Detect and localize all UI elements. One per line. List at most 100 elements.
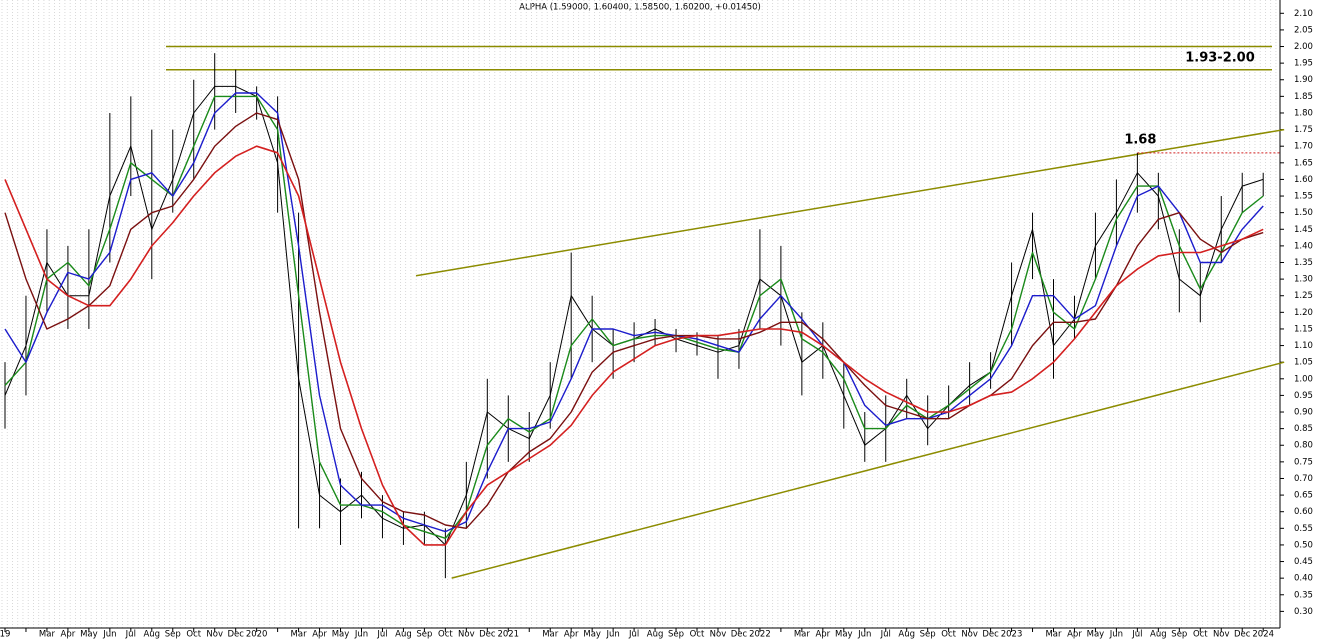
y-tick-label: 1.55 bbox=[1294, 192, 1313, 202]
x-tick-label: Dec bbox=[1234, 630, 1251, 640]
x-tick-label: Jul bbox=[376, 630, 387, 640]
x-tick-label: Apr bbox=[312, 630, 327, 640]
x-tick-label: Apr bbox=[815, 630, 830, 640]
y-tick-label: 0.80 bbox=[1294, 441, 1313, 451]
y-tick-label: 1.80 bbox=[1294, 108, 1313, 118]
y-tick-label: 1.75 bbox=[1294, 125, 1313, 135]
x-tick-label: Mar bbox=[1045, 630, 1062, 640]
x-tick-label: Apr bbox=[564, 630, 579, 640]
y-tick-label: 1.40 bbox=[1294, 241, 1313, 251]
y-tick-label: 1.90 bbox=[1294, 75, 1313, 85]
y-tick-label: 0.85 bbox=[1294, 424, 1313, 434]
x-tick-label: Sep bbox=[416, 630, 432, 640]
y-tick-label: 1.15 bbox=[1294, 324, 1313, 334]
x-tick-label: Mar bbox=[794, 630, 811, 640]
y-tick-label: 1.70 bbox=[1294, 142, 1313, 152]
chart-title: ALPHA (1.59000, 1.60400, 1.58500, 1.6020… bbox=[519, 3, 761, 13]
x-tick-label: Sep bbox=[1171, 630, 1187, 640]
y-tick-label: 0.95 bbox=[1294, 391, 1313, 401]
y-tick-label: 1.95 bbox=[1294, 59, 1313, 69]
x-tick-label: Jun bbox=[354, 630, 368, 640]
y-tick-label: 1.25 bbox=[1294, 291, 1313, 301]
x-tick-label: May bbox=[1087, 630, 1105, 640]
x-tick-label: Aug bbox=[143, 630, 160, 640]
y-tick-label: 0.65 bbox=[1294, 491, 1313, 501]
moving-average bbox=[4, 145, 1264, 546]
x-tick-label: Dec bbox=[731, 630, 748, 640]
x-tick-label: Oct bbox=[186, 630, 201, 640]
x-tick-label: 2020 bbox=[246, 630, 268, 640]
x-tick-label: Jun bbox=[1109, 630, 1123, 640]
annotation: 1.68 bbox=[1124, 132, 1156, 147]
x-tick-label: May bbox=[835, 630, 853, 640]
x-tick-label: Jun bbox=[605, 630, 619, 640]
trendline bbox=[451, 361, 1285, 579]
y-tick-label: 0.35 bbox=[1294, 590, 1313, 600]
y-tick-label: 1.20 bbox=[1294, 308, 1313, 318]
x-tick-label: Jul bbox=[628, 630, 639, 640]
y-tick-label: 0.45 bbox=[1294, 557, 1313, 567]
x-tick-label: Oct bbox=[690, 630, 705, 640]
y-tick-label: 1.30 bbox=[1294, 275, 1313, 285]
y-tick-label: 0.50 bbox=[1294, 540, 1313, 550]
x-tick-label: Oct bbox=[941, 630, 956, 640]
y-tick-label: 2.00 bbox=[1294, 42, 1313, 52]
x-tick-label: Aug bbox=[1150, 630, 1167, 640]
x-tick-label: 2024 bbox=[1252, 630, 1274, 640]
x-tick-label: Nov bbox=[206, 630, 223, 640]
y-tick-label: 1.05 bbox=[1294, 358, 1313, 368]
y-tick-label: 0.75 bbox=[1294, 457, 1313, 467]
x-tick-label: Apr bbox=[1067, 630, 1082, 640]
y-tick-label: 1.45 bbox=[1294, 225, 1313, 235]
y-tick-label: 0.40 bbox=[1294, 574, 1313, 584]
annotation: 1.93-2.00 bbox=[1185, 51, 1255, 66]
y-tick-label: 0.90 bbox=[1294, 408, 1313, 418]
trendline bbox=[415, 128, 1285, 277]
x-tick-label: Nov bbox=[961, 630, 978, 640]
x-tick-label: Nov bbox=[1213, 630, 1230, 640]
x-tick-label: Dec bbox=[479, 630, 496, 640]
x-tick-label: Nov bbox=[458, 630, 475, 640]
x-tick-label: 2022 bbox=[749, 630, 771, 640]
x-tick-label: Aug bbox=[647, 630, 664, 640]
x-tick-label: May bbox=[583, 630, 601, 640]
x-tick-label: Dec bbox=[227, 630, 244, 640]
x-tick-label: Sep bbox=[920, 630, 936, 640]
x-tick-label: Dec bbox=[982, 630, 999, 640]
moving-average bbox=[4, 95, 1264, 539]
x-tick-label: Aug bbox=[395, 630, 412, 640]
x-tick-label: Sep bbox=[165, 630, 181, 640]
y-tick-label: 0.60 bbox=[1294, 507, 1313, 517]
x-tick-label: May bbox=[80, 630, 98, 640]
x-tick-label: May bbox=[332, 630, 350, 640]
moving-average bbox=[4, 92, 1264, 533]
x-tick-label: Mar bbox=[39, 630, 56, 640]
y-tick-label: 2.05 bbox=[1294, 25, 1313, 35]
x-tick-label: Aug bbox=[898, 630, 915, 640]
y-tick-label: 1.00 bbox=[1294, 374, 1313, 384]
y-tick-label: 1.60 bbox=[1294, 175, 1313, 185]
y-tick-label: 0.70 bbox=[1294, 474, 1313, 484]
x-tick-label: Jun bbox=[102, 630, 116, 640]
x-tick-label: Jun bbox=[857, 630, 871, 640]
x-tick-label: 19 bbox=[0, 630, 10, 640]
x-tick-label: Jul bbox=[880, 630, 891, 640]
x-tick-label: Jul bbox=[125, 630, 136, 640]
x-tick-label: Nov bbox=[710, 630, 727, 640]
x-tick-label: Oct bbox=[438, 630, 453, 640]
y-tick-label: 1.65 bbox=[1294, 158, 1313, 168]
x-tick-label: Mar bbox=[542, 630, 559, 640]
y-tick-label: 1.50 bbox=[1294, 208, 1313, 218]
x-tick-label: Jul bbox=[1131, 630, 1142, 640]
x-tick-label: Oct bbox=[1193, 630, 1208, 640]
y-tick-label: 1.35 bbox=[1294, 258, 1313, 268]
x-tick-label: Sep bbox=[668, 630, 684, 640]
x-tick-label: 2023 bbox=[1001, 630, 1023, 640]
y-tick-label: 2.10 bbox=[1294, 9, 1313, 19]
y-tick-label: 1.10 bbox=[1294, 341, 1313, 351]
y-tick-label: 1.85 bbox=[1294, 92, 1313, 102]
y-tick-label: 0.55 bbox=[1294, 524, 1313, 534]
x-tick-label: Mar bbox=[291, 630, 308, 640]
